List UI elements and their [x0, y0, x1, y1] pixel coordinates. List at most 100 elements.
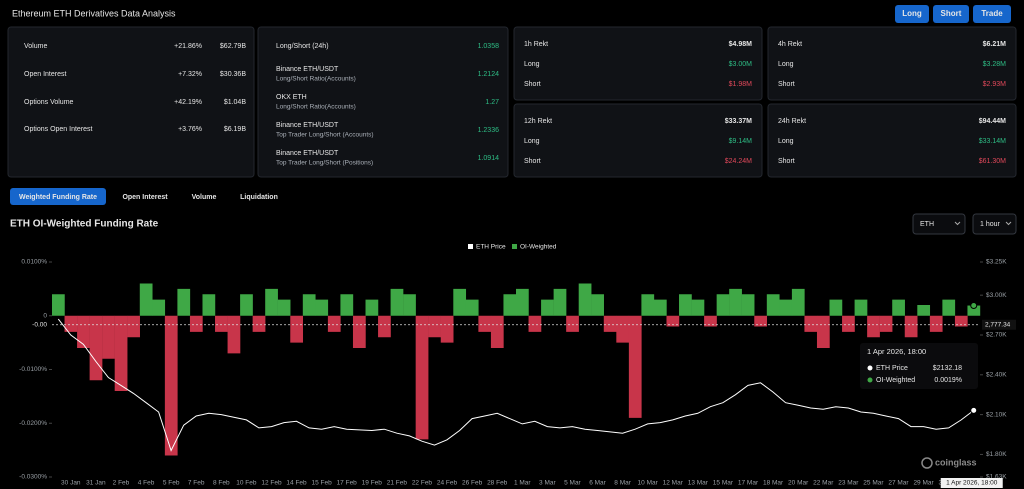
- x-tick-label: 1 Mar: [514, 480, 531, 487]
- funding-bar: [340, 294, 354, 316]
- chart-title: ETH OI-Weighted Funding Rate: [10, 219, 159, 230]
- tab[interactable]: Liquidation: [240, 194, 278, 201]
- rekt-total: $33.37M: [725, 118, 752, 125]
- tooltip-value: 0.0019%: [934, 377, 962, 384]
- stat-value: $6.19B: [224, 126, 247, 133]
- rekt-short: $1.98M: [729, 81, 753, 88]
- stat-value: $1.04B: [224, 99, 247, 106]
- x-tick-label: 1 Apr 2026, 18:00: [946, 480, 998, 487]
- funding-bar: [503, 294, 517, 316]
- rekt-long: $33.14M: [979, 138, 1006, 145]
- select-chevron: [954, 221, 961, 226]
- funding-bar: [791, 288, 805, 316]
- funding-bar: [453, 288, 467, 316]
- funding-bar: [591, 294, 604, 316]
- select-label[interactable]: ETH: [920, 221, 934, 228]
- rekt-short: $2.93M: [983, 81, 1007, 88]
- select[interactable]: [972, 213, 1017, 235]
- x-tick-label: 15 Feb: [311, 480, 332, 487]
- x-tick-label: 5 Mar: [564, 480, 581, 487]
- hover-dot-price: [970, 406, 978, 414]
- funding-bar: [804, 315, 818, 332]
- x-tick-label: 5 Feb: [163, 480, 180, 487]
- x-tick-label: 13 Mar: [688, 480, 709, 487]
- x-tick-label: 8 Mar: [614, 480, 631, 487]
- funding-bar: [541, 299, 554, 316]
- funding-bar: [516, 288, 529, 316]
- header-button-label[interactable]: Trade: [981, 9, 1003, 18]
- x-tick-label: 10 Mar: [638, 480, 659, 487]
- funding-bar: [867, 315, 880, 338]
- funding-bar: [52, 294, 65, 316]
- funding-bar: [252, 315, 266, 332]
- tab-active-bg[interactable]: [10, 188, 106, 205]
- rekt-total: $6.21M: [983, 41, 1007, 48]
- rekt-long: $9.14M: [729, 138, 753, 145]
- funding-bar: [628, 315, 642, 418]
- funding-bar: [327, 315, 341, 332]
- stat-label: Volume: [24, 43, 47, 50]
- tooltip-swatch: [867, 377, 873, 383]
- funding-bar: [754, 315, 768, 327]
- rekt-short-label: Short: [778, 158, 795, 165]
- funding-bar: [114, 315, 128, 391]
- y-tick-label: -0.0200%: [19, 420, 47, 427]
- funding-bar: [240, 294, 253, 316]
- funding-bar: [352, 315, 366, 348]
- x-tick-label: 18 Mar: [763, 480, 784, 487]
- header-button[interactable]: [933, 5, 969, 23]
- rekt-total: $94.44M: [979, 118, 1006, 125]
- x-tick-label: 8 Feb: [213, 480, 230, 487]
- funding-bar: [842, 315, 855, 332]
- funding-bar: [164, 315, 178, 456]
- x-tick-label: 19 Feb: [362, 480, 383, 487]
- tooltip-title: 1 Apr 2026, 18:00: [867, 347, 926, 356]
- funding-bar: [641, 294, 655, 316]
- tab[interactable]: Weighted Funding Rate: [19, 194, 97, 201]
- y2-tick-label: $3.00K: [986, 292, 1007, 299]
- funding-bar: [152, 299, 166, 316]
- stat-change: +42.19%: [174, 99, 202, 106]
- hover-dot-rate: [970, 302, 978, 310]
- ratio-sublabel: Top Trader Long/Short (Accounts): [276, 132, 374, 139]
- rekt-short-label: Short: [778, 81, 795, 88]
- tooltip-name: ETH Price: [876, 365, 908, 372]
- y2-tick-label: $1.63K: [986, 474, 1007, 481]
- funding-bar: [854, 299, 868, 316]
- tab[interactable]: Volume: [192, 194, 217, 201]
- funding-bar: [666, 315, 680, 327]
- header-button-label[interactable]: Short: [941, 9, 962, 18]
- tooltip-name: OI-Weighted: [876, 377, 915, 384]
- header-button[interactable]: [973, 5, 1011, 23]
- x-tick-label: 26 Feb: [462, 480, 483, 487]
- rekt-title: 4h Rekt: [778, 41, 802, 48]
- price-line: [57, 318, 975, 452]
- x-tick-label: 29 Mar: [913, 480, 934, 487]
- x-tick-label: 22 Mar: [813, 480, 834, 487]
- tab[interactable]: Open Interest: [122, 194, 168, 201]
- funding-bar: [465, 299, 479, 316]
- ratio-label: Binance ETH/USDT: [276, 150, 339, 157]
- header-button[interactable]: [895, 5, 929, 23]
- funding-bar: [378, 315, 391, 338]
- rekt-short: $61.30M: [979, 158, 1006, 165]
- funding-bar: [302, 294, 316, 316]
- stat-value: $30.36B: [220, 71, 246, 78]
- rekt-total: $4.98M: [729, 41, 753, 48]
- funding-bar: [428, 315, 441, 338]
- funding-bar: [315, 299, 329, 316]
- funding-bar: [89, 315, 103, 381]
- crosshair-right-bg: [982, 319, 1016, 330]
- funding-bar: [64, 315, 78, 332]
- x-tick-label: 15 Mar: [713, 480, 734, 487]
- funding-bar: [729, 288, 742, 316]
- funding-bar: [954, 315, 968, 327]
- funding-bar: [390, 288, 404, 316]
- funding-bar: [603, 315, 617, 332]
- select[interactable]: [912, 213, 966, 235]
- header-button-label[interactable]: Long: [902, 9, 922, 18]
- ratio-value: 1.0358: [478, 43, 500, 50]
- rekt-long-label: Long: [778, 61, 794, 68]
- select-label[interactable]: 1 hour: [980, 221, 1001, 228]
- funding-bar: [528, 315, 542, 332]
